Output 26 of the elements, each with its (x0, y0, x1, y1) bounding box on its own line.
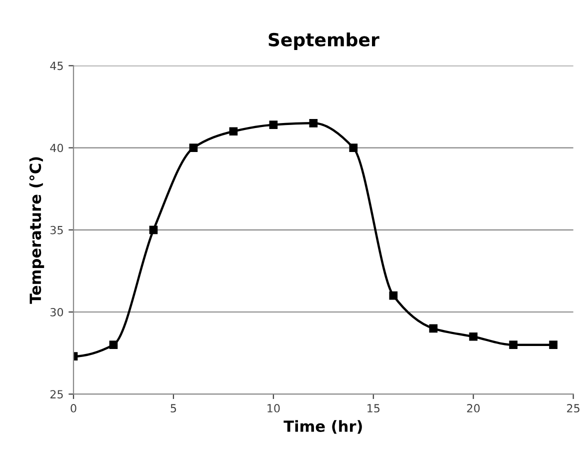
y-axis-title: Temperature (°C) (29, 157, 44, 304)
x-axis-title: Time (hr) (284, 420, 362, 434)
point (389, 291, 398, 300)
point (109, 340, 118, 350)
y-tick-label: 45 (50, 62, 63, 70)
y-tick-label: 35 (50, 226, 63, 234)
point (509, 340, 518, 350)
y-tick-label: 25 (50, 390, 63, 398)
x-tick-label: 5 (170, 404, 176, 412)
x-tick-label: 15 (368, 404, 380, 412)
point (189, 144, 198, 152)
point (229, 127, 238, 136)
point (549, 340, 558, 350)
point (349, 144, 358, 152)
y-tick-label: 30 (50, 308, 64, 316)
x-tick-label: 0 (70, 404, 76, 412)
x-tick-label: 25 (567, 404, 580, 412)
chart-title: September (268, 32, 380, 50)
point (429, 324, 438, 333)
y-tick-label: 40 (50, 144, 64, 152)
point (309, 118, 318, 128)
point (469, 332, 478, 341)
x-tick-label: 20 (467, 404, 480, 412)
x-tick-label: 10 (268, 404, 280, 412)
point (149, 226, 158, 234)
point (269, 120, 278, 129)
